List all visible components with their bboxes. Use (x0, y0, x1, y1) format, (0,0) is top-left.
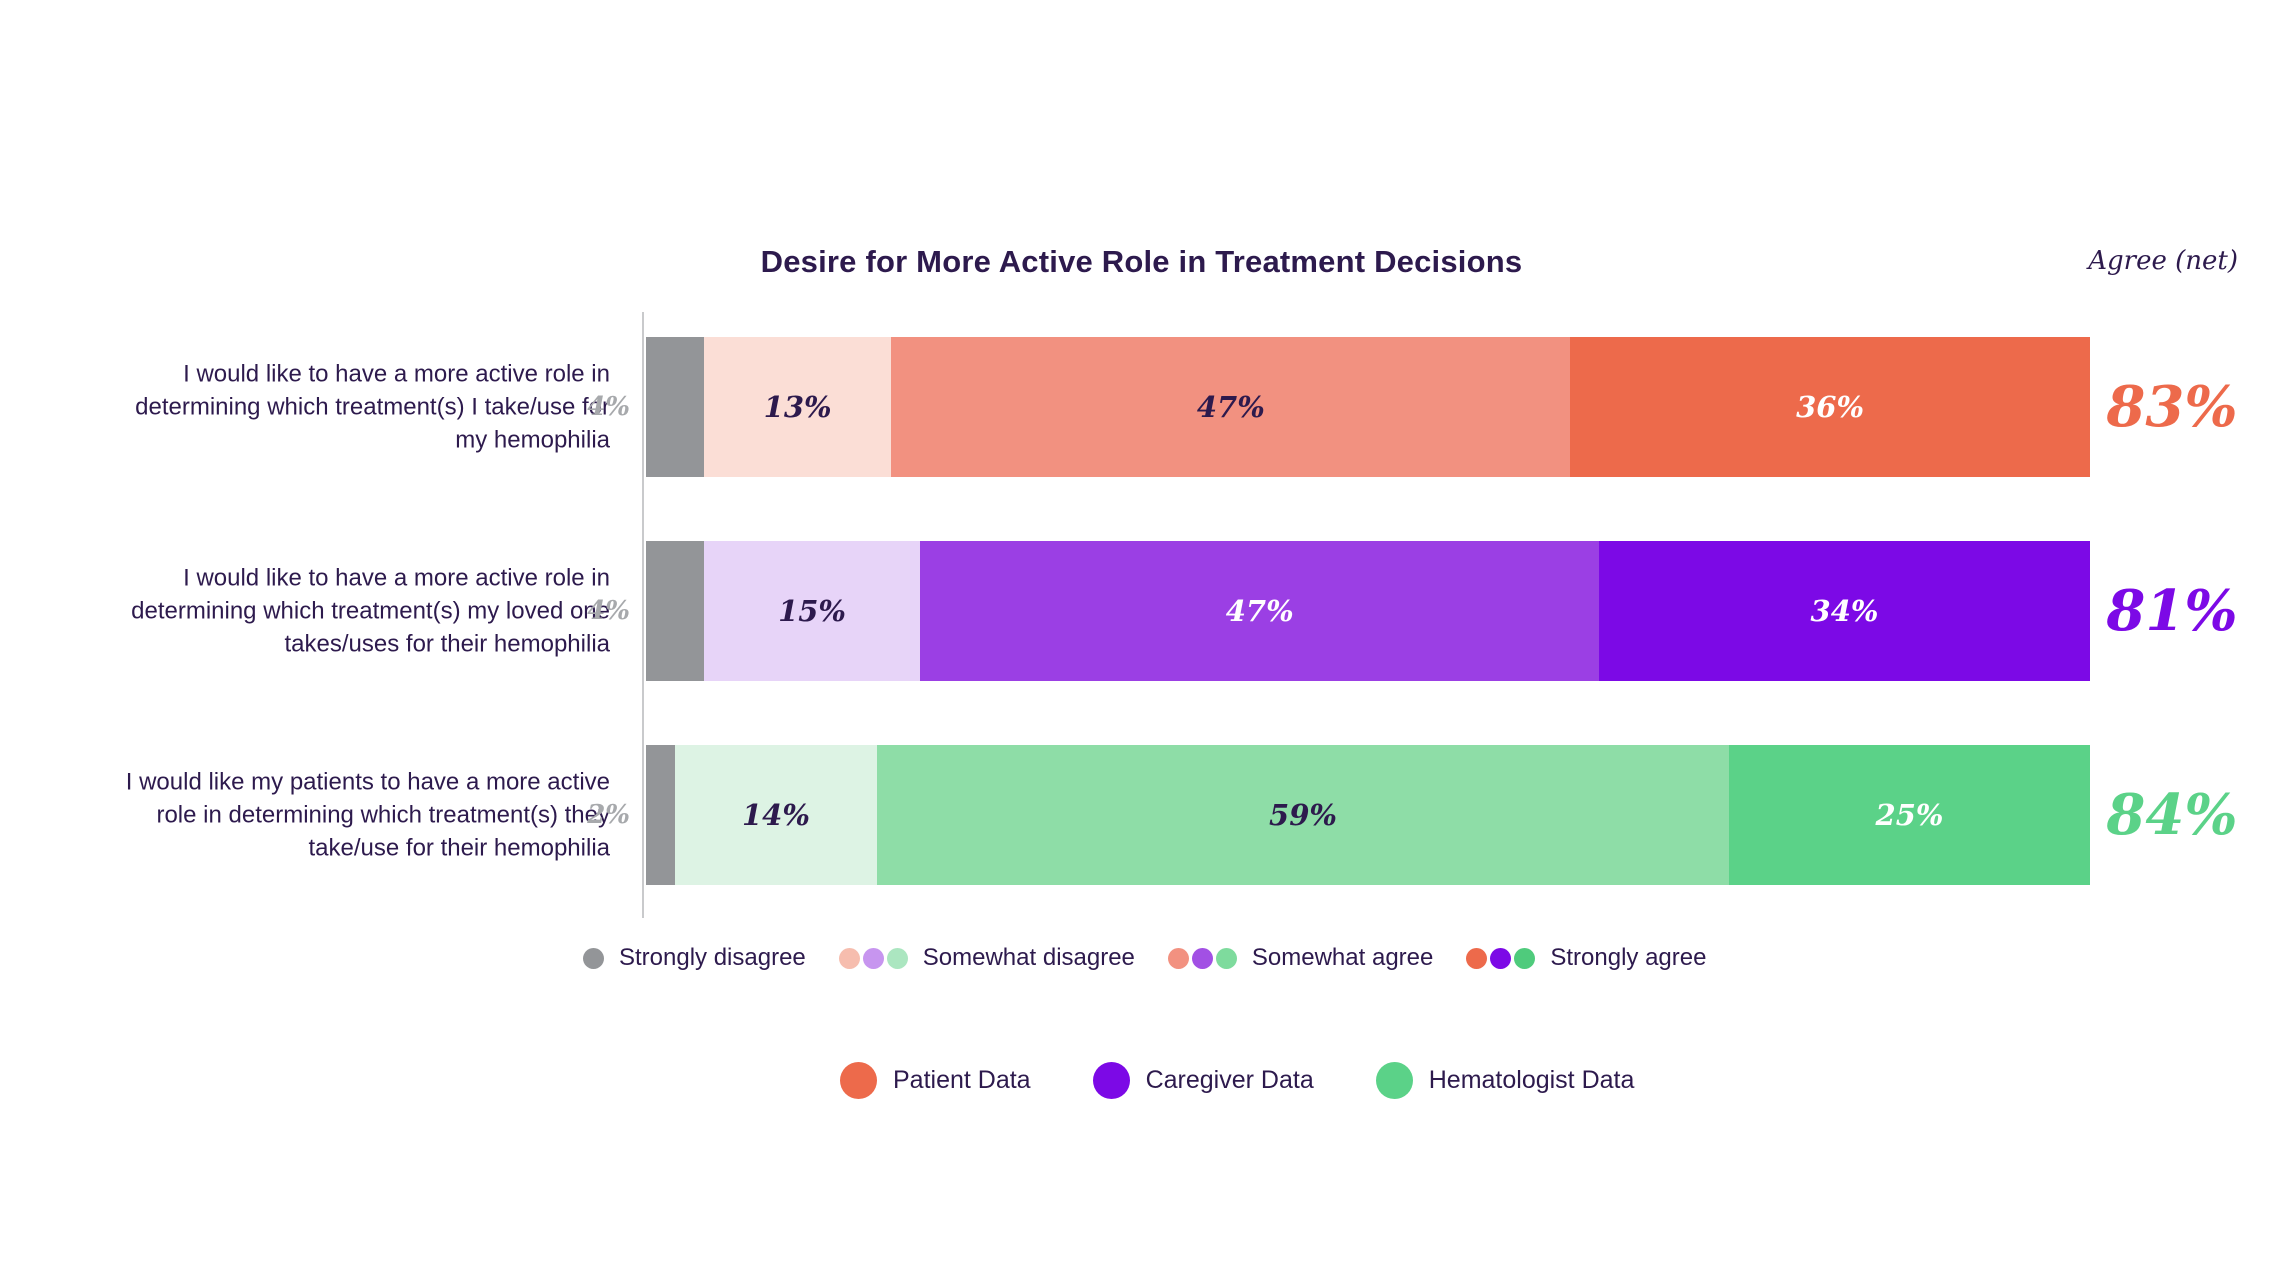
series-dot-icon (1375, 1061, 1413, 1099)
segment-value-label: 15% (778, 594, 846, 628)
stacked-bar: 14% 59% 25% (646, 745, 2090, 885)
legend-dot-icon (1167, 947, 1189, 969)
series-dot-icon (1092, 1061, 1130, 1099)
segment-value-label: 34% (1810, 594, 1879, 628)
legend-scale-item: Strongly agree (1466, 944, 1706, 972)
legend-dot-group (838, 947, 911, 969)
legend-dot-group (583, 947, 607, 969)
segment-value-label: 36% (1796, 390, 1865, 424)
legend-scale-label: Strongly disagree (619, 944, 806, 971)
bar-segment: 15% (703, 541, 921, 681)
net-value: 81% (2106, 578, 2238, 644)
net-value: 84% (2106, 782, 2238, 848)
chart-row: I would like to have a more active role … (0, 541, 2283, 681)
legend-scale-item: Somewhat agree (1167, 944, 1434, 972)
legend-dot-icon (1514, 947, 1536, 969)
net-value: 83% (2106, 374, 2238, 440)
row-label: I would like to have a more active role … (131, 564, 610, 658)
outside-value: 4% (587, 596, 630, 626)
bar-segment: 13% (703, 337, 892, 477)
segment-value-label: 47% (1196, 390, 1265, 424)
legend-scale-label: Strongly agree (1550, 944, 1707, 971)
outside-value: 2% (587, 800, 630, 830)
legend-series-label: Caregiver Data (1145, 1065, 1314, 1094)
legend-dot-icon (1191, 947, 1213, 969)
legend-scale-item: Strongly disagree (583, 944, 806, 972)
legend-series: Patient Data Caregiver Data Hematologist D… (840, 1058, 1696, 1102)
legend-scale-label: Somewhat agree (1251, 944, 1434, 971)
legend-dot-group (1466, 947, 1538, 969)
bar-segment: 47% (920, 541, 1600, 681)
chart-row: I would like my patients to have a more … (0, 745, 2283, 885)
outside-value: 4% (587, 392, 630, 422)
y-axis-line (642, 312, 644, 918)
legend-series-item: Patient Data (840, 1061, 1031, 1099)
legend-scale-item: Somewhat disagree (838, 944, 1135, 972)
legend-scale-label: Somewhat disagree (922, 944, 1135, 971)
bar-segment: 14% (674, 745, 878, 885)
legend-series-item: Hematologist Data (1375, 1061, 1635, 1099)
segment-value-label: 59% (1269, 798, 1337, 832)
legend-dot-icon (862, 947, 884, 969)
legend-dot-icon (1215, 947, 1237, 969)
stacked-bar: 13% 47% 36% (646, 337, 2090, 477)
segment-value-label: 14% (741, 798, 810, 832)
agree-net-header: Agree (net) (2088, 246, 2238, 276)
segment-value-label: 25% (1875, 798, 1944, 832)
legend-series-label: Hematologist Data (1428, 1065, 1635, 1094)
legend-dot-icon (838, 947, 860, 969)
legend-scale: Strongly disagree Somewhat disagree Somewh… (583, 943, 1739, 973)
legend-series-item: Caregiver Data (1092, 1061, 1314, 1099)
bar-segment: 34% (1599, 541, 2090, 681)
chart-title: Desire for More Active Role in Treatment… (760, 244, 1523, 279)
segment-value-label: 47% (1225, 594, 1294, 628)
stacked-bar: 15% 47% 34% (646, 541, 2090, 681)
bar-segment: 25% (1728, 745, 2090, 885)
bar-segment (646, 745, 675, 885)
series-dot-icon (840, 1061, 877, 1099)
legend-dot-icon (583, 947, 604, 969)
row-label: I would like to have a more active role … (135, 360, 610, 454)
legend-dot-group (1167, 947, 1240, 969)
legend-series-label: Patient Data (893, 1065, 1031, 1094)
chart-row: I would like to have a more active role … (0, 337, 2283, 477)
legend-dot-icon (1466, 947, 1488, 969)
bar-segment: 36% (1570, 337, 2090, 477)
bar-segment (646, 541, 704, 681)
legend-dot-icon (886, 947, 908, 969)
legend-dot-icon (1490, 947, 1512, 969)
row-label: I would like my patients to have a more … (125, 768, 610, 862)
bar-segment: 59% (877, 745, 1729, 885)
bar-segment: 47% (891, 337, 1571, 477)
segment-value-label: 13% (763, 390, 832, 424)
bar-segment (646, 337, 704, 477)
